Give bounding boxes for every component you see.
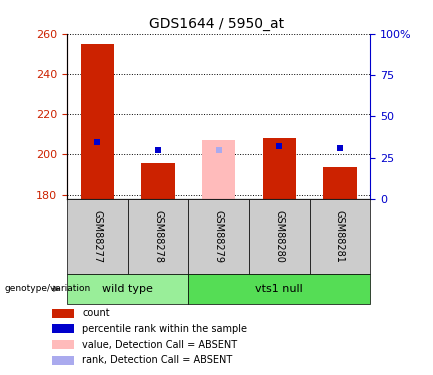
Text: wild type: wild type (102, 284, 153, 294)
Bar (67, 274, 188, 304)
Text: GSM88279: GSM88279 (213, 210, 224, 263)
Text: GDS1644 / 5950_at: GDS1644 / 5950_at (149, 17, 284, 31)
Text: GSM88277: GSM88277 (92, 210, 103, 263)
Bar (128, 199, 188, 274)
Bar (202, 140, 236, 199)
Text: GSM88280: GSM88280 (274, 210, 284, 262)
Bar (141, 162, 174, 199)
Bar (323, 166, 356, 199)
Text: genotype/variation: genotype/variation (4, 284, 90, 293)
Bar (188, 274, 370, 304)
Bar (81, 44, 114, 199)
Text: GSM88278: GSM88278 (153, 210, 163, 263)
Bar (67, 199, 128, 274)
Bar (310, 199, 370, 274)
Bar (249, 199, 310, 274)
Bar (262, 138, 296, 199)
Text: value, Detection Call = ABSENT: value, Detection Call = ABSENT (82, 340, 237, 350)
Text: count: count (82, 308, 110, 318)
Bar (188, 199, 249, 274)
Text: vts1 null: vts1 null (255, 284, 303, 294)
Text: percentile rank within the sample: percentile rank within the sample (82, 324, 247, 334)
Text: GSM88281: GSM88281 (335, 210, 345, 262)
Text: rank, Detection Call = ABSENT: rank, Detection Call = ABSENT (82, 356, 233, 365)
